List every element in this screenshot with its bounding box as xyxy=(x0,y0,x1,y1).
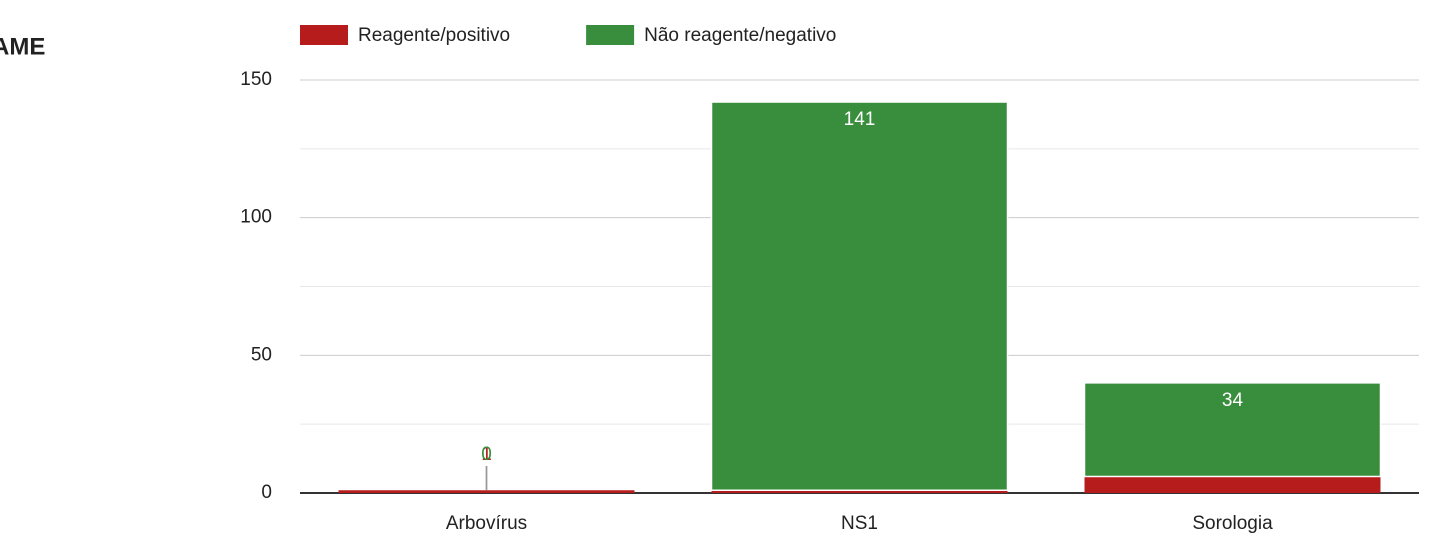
bar-segment xyxy=(1083,382,1382,478)
data-label: 141 xyxy=(844,109,876,130)
y-tick-label: 50 xyxy=(251,344,272,365)
data-label: 0 xyxy=(481,444,492,465)
x-tick-label: Sorologia xyxy=(1192,513,1273,534)
data-label: 1 xyxy=(481,444,492,465)
legend-swatch xyxy=(586,25,635,45)
legend-label: Reagente/positivo xyxy=(358,25,510,46)
chart-title: AME xyxy=(0,33,45,60)
legend-swatch xyxy=(300,25,348,45)
bar-segment xyxy=(710,101,1009,491)
data-label: 34 xyxy=(1222,390,1244,411)
y-tick-label: 100 xyxy=(240,207,272,228)
x-tick-label: NS1 xyxy=(841,513,878,534)
bar-segment xyxy=(338,490,635,493)
y-tick-label: 150 xyxy=(240,69,272,90)
y-tick-label: 0 xyxy=(261,482,272,503)
x-tick-label: Arbovírus xyxy=(446,513,527,534)
bar-segment xyxy=(1084,476,1381,493)
bar-segment xyxy=(711,490,1008,493)
legend-label: Não reagente/negativo xyxy=(644,25,836,46)
